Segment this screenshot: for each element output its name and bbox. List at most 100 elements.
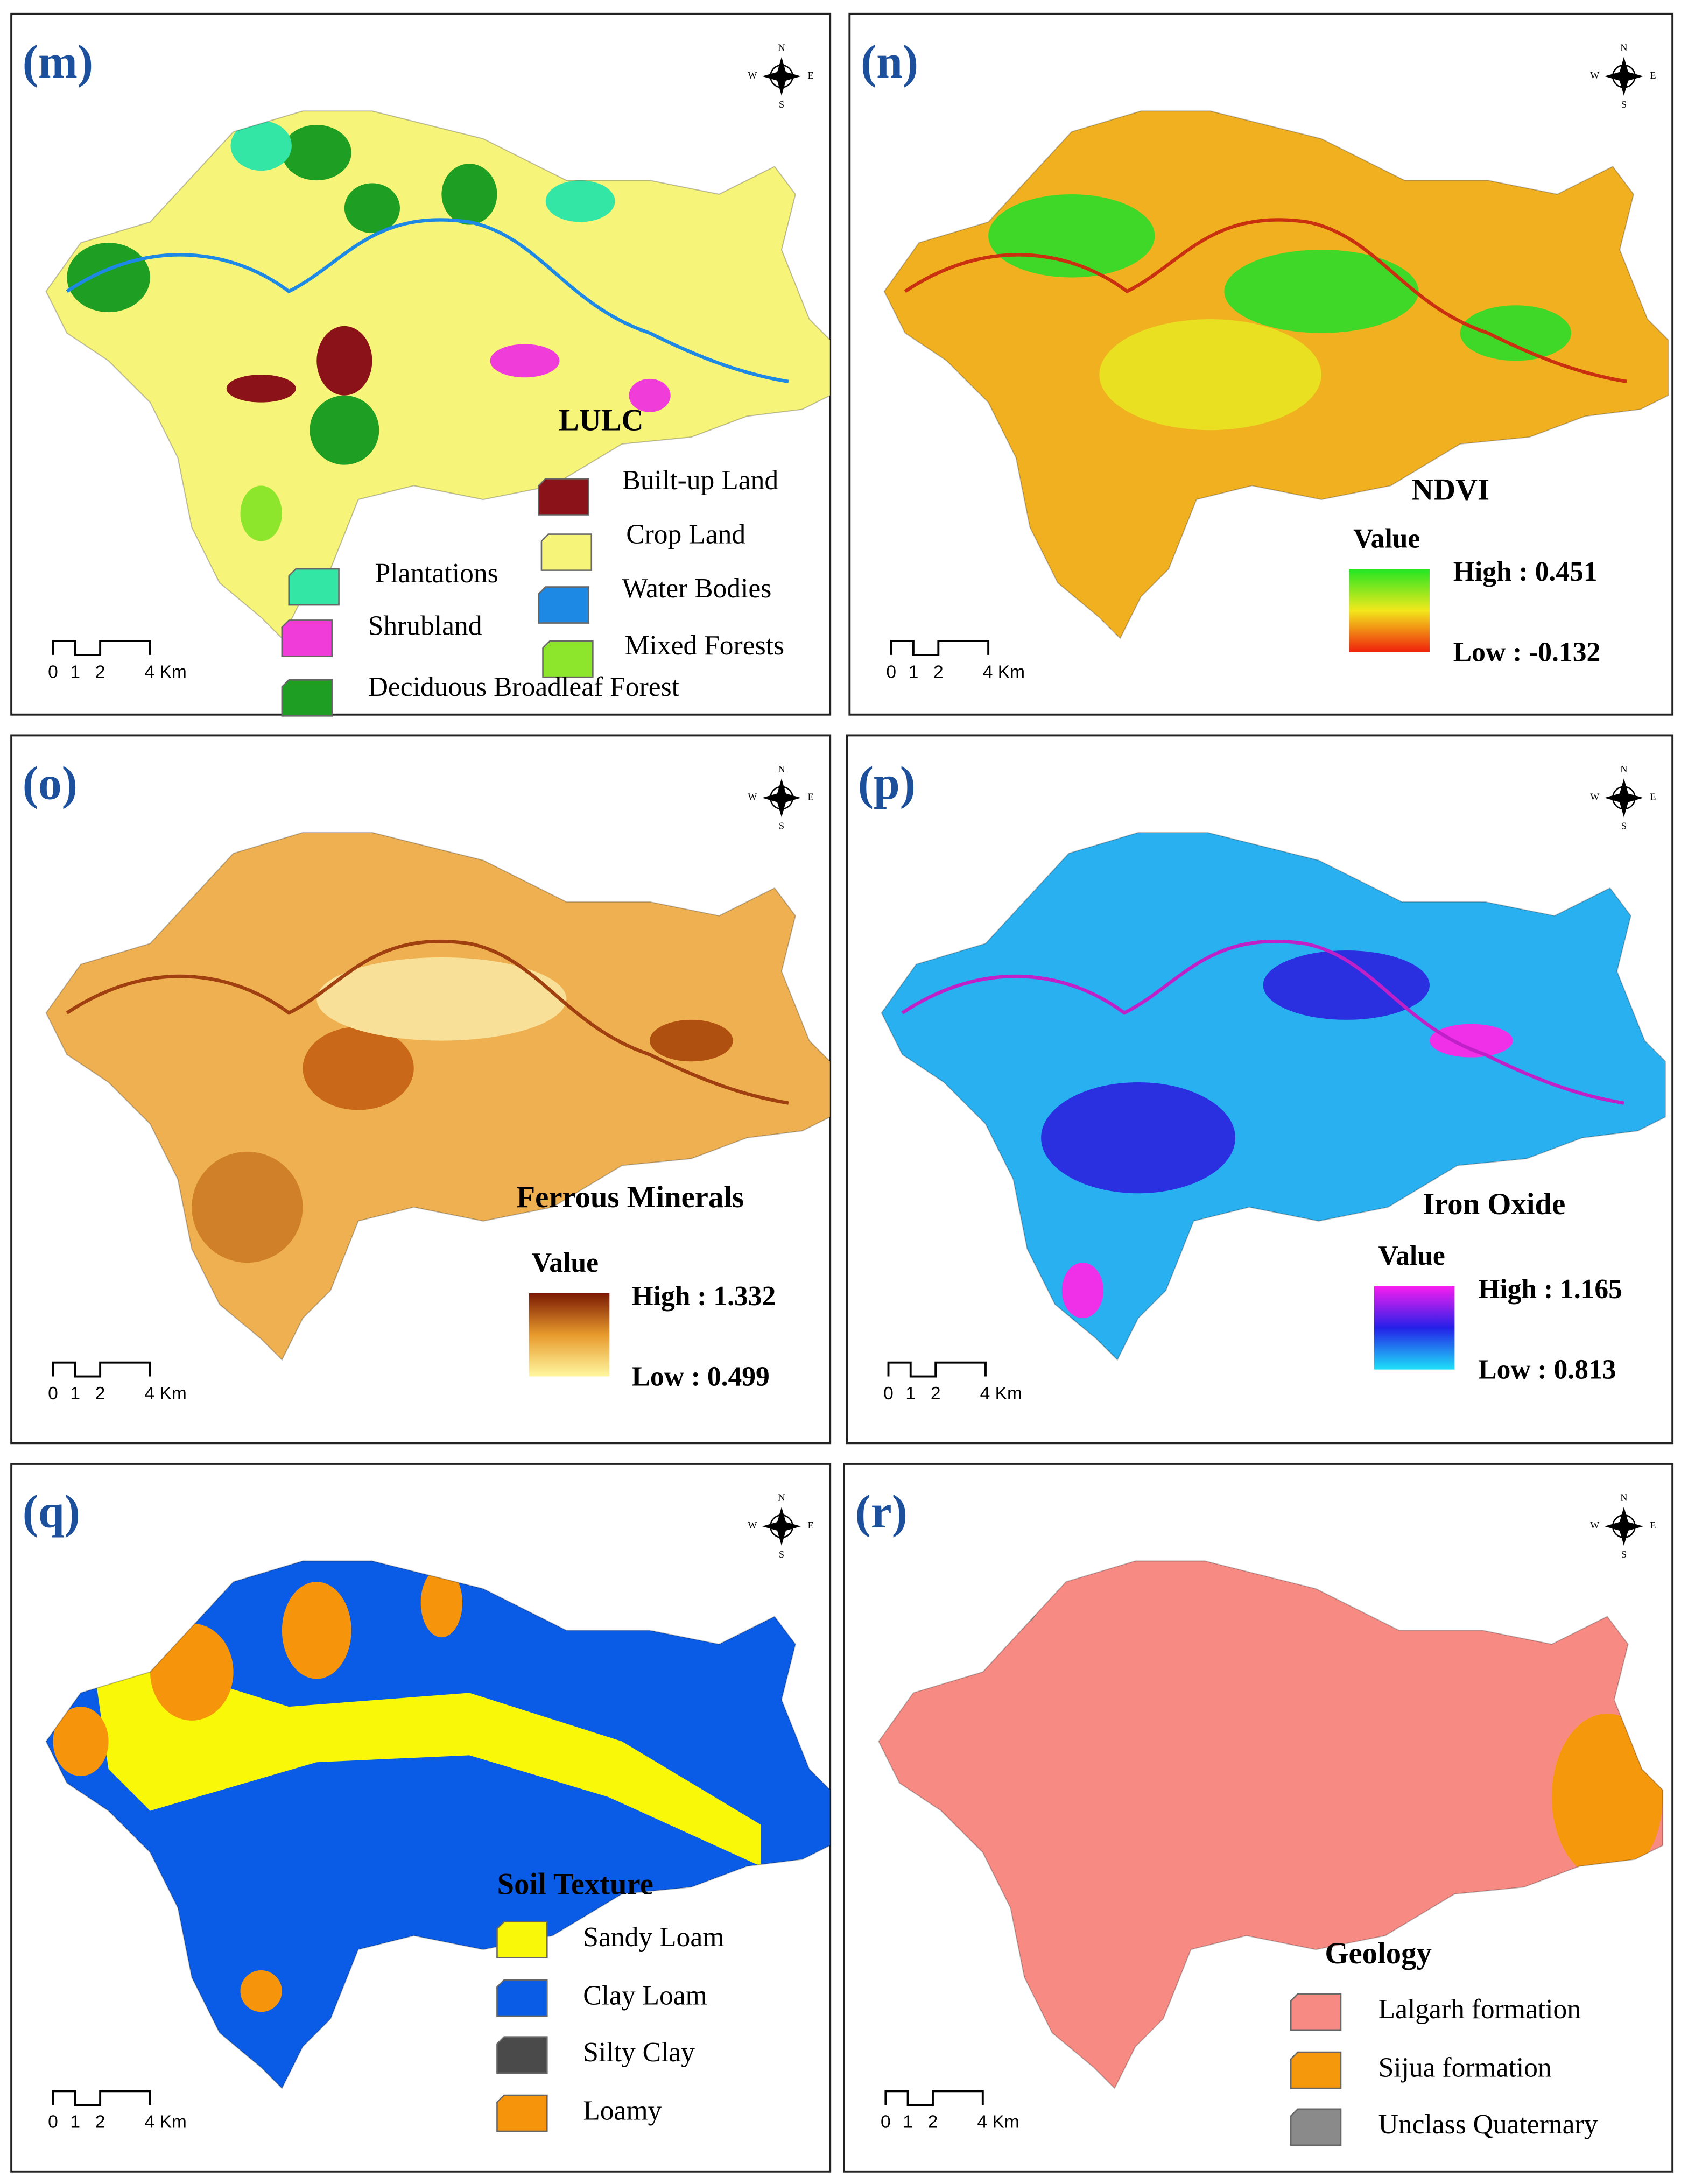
scale-label: 1 <box>70 2112 80 2132</box>
map-patch <box>1224 250 1419 333</box>
compass-rose <box>1604 1506 1644 1546</box>
legend-label: Plantations <box>375 558 498 589</box>
map-patch <box>1460 305 1571 361</box>
map-patch <box>226 375 296 403</box>
legend-label: Built-up Land <box>622 465 778 496</box>
compass-letter: S <box>779 821 784 832</box>
scale-label: 4 Km <box>145 662 187 682</box>
map-patch <box>192 1151 303 1263</box>
map-area <box>46 832 831 1360</box>
compass-rose <box>1604 778 1644 818</box>
region <box>881 832 1666 1360</box>
legend-low: Low : 0.499 <box>632 1362 770 1392</box>
compass-letter: S <box>779 99 784 110</box>
legend-high: High : 0.451 <box>1453 556 1598 587</box>
scale-label: 1 <box>70 1384 80 1404</box>
compass-letter: N <box>778 42 785 53</box>
legend-swatch <box>496 2036 548 2074</box>
scale-bar <box>884 2090 984 2106</box>
map-patch <box>316 326 372 396</box>
scale-label: 2 <box>95 2112 105 2132</box>
compass-letter: S <box>1621 1549 1627 1560</box>
legend-swatch <box>281 619 333 657</box>
scale-label: 1 <box>905 1384 916 1404</box>
compass-letter: E <box>808 1520 814 1531</box>
scale-label: 4 Km <box>983 662 1025 682</box>
scale-label: 2 <box>928 2112 938 2132</box>
legend-low: Low : -0.132 <box>1453 637 1600 668</box>
map-panel: (q) N S W E 0 1 2 4 Km Soil Texture Sandy Loam Clay… <box>10 1463 832 2173</box>
compass-letter: S <box>1621 821 1627 832</box>
compass-letter: E <box>1650 70 1656 81</box>
compass-letter: N <box>1620 42 1627 53</box>
legend-subtitle: Value <box>532 1248 599 1278</box>
scale-label: 0 <box>48 662 58 682</box>
compass-letter: S <box>1621 99 1627 110</box>
region-outline <box>45 110 831 639</box>
compass-rose <box>762 1506 801 1546</box>
map-patch <box>316 957 567 1041</box>
scale-label: 1 <box>903 2112 913 2132</box>
scale-label: 0 <box>883 1384 894 1404</box>
map-panel: (p) N S W E 0 1 2 4 Km Iron Oxide Value High : 1.16… <box>846 734 1674 1445</box>
compass-letter: W <box>1590 1520 1599 1531</box>
compass-letter: W <box>748 792 757 802</box>
map-patch <box>282 1582 351 1679</box>
legend-high: High : 1.332 <box>632 1281 776 1312</box>
compass-letter: E <box>1650 1520 1656 1531</box>
legend-label: Sijua formation <box>1378 2052 1552 2083</box>
region-outline <box>45 1560 831 2089</box>
legend-swatch <box>496 2094 548 2132</box>
scale-label: 1 <box>70 662 80 682</box>
map-patch <box>650 1019 733 1062</box>
map-patch <box>282 125 351 181</box>
legend-swatch <box>1290 2051 1342 2089</box>
legend-label: Water Bodies <box>622 573 771 604</box>
map-patch <box>240 1970 282 2012</box>
river <box>904 218 1627 384</box>
compass-rose <box>762 57 801 96</box>
map-patch <box>441 164 497 225</box>
color-ramp <box>1374 1286 1455 1370</box>
map-patch <box>344 183 400 234</box>
legend-title: LULC <box>559 403 644 437</box>
river <box>901 939 1624 1105</box>
map-patch <box>1041 1082 1236 1194</box>
legend-subtitle: Value <box>1353 523 1420 554</box>
map-panel: (n) N S W E 0 1 2 4 Km NDVI Value High : 0.451 Low :… <box>848 12 1674 716</box>
compass-letter: N <box>1620 1492 1627 1503</box>
scale-label: 0 <box>881 2112 891 2132</box>
legend-swatch <box>281 679 333 717</box>
scale-label: 4 Km <box>145 1384 187 1404</box>
legend-swatch <box>538 478 589 516</box>
scale-bar <box>52 2090 151 2106</box>
compass-rose <box>1604 57 1644 96</box>
map-patch <box>1099 319 1321 431</box>
scale-bar <box>52 1361 151 1378</box>
legend-label: Unclass Quaternary <box>1378 2109 1598 2140</box>
map-patch <box>629 378 671 412</box>
map-patch <box>1263 950 1430 1020</box>
panel-label: (n) <box>861 36 918 88</box>
scale-label: 4 Km <box>145 2112 187 2132</box>
sandy-band <box>94 1672 761 1866</box>
color-ramp <box>529 1293 610 1377</box>
legend-label: Lalgarh formation <box>1378 1994 1581 2025</box>
compass-letter: W <box>748 1520 757 1531</box>
legend-swatch <box>288 568 340 606</box>
map-patch <box>240 485 282 541</box>
map-patch <box>230 121 292 171</box>
panel-label: (r) <box>855 1485 908 1538</box>
region-outline <box>881 832 1666 1361</box>
legend-low: Low : 0.813 <box>1478 1355 1616 1385</box>
map-panel: (o) N S W E 0 1 2 4 Km Ferrous Minerals Value High … <box>10 734 832 1445</box>
legend-label: Clay Loam <box>583 1980 707 2011</box>
map-patch <box>545 180 615 222</box>
map-patch <box>988 194 1155 278</box>
legend-swatch <box>496 1979 548 2017</box>
legend-high: High : 1.165 <box>1478 1274 1622 1305</box>
legend-title: Iron Oxide <box>1423 1187 1565 1221</box>
region-outline <box>883 110 1669 639</box>
map-panel: (r) N S W E 0 1 2 4 Km Geology Lalgarh formation Si… <box>843 1463 1674 2173</box>
